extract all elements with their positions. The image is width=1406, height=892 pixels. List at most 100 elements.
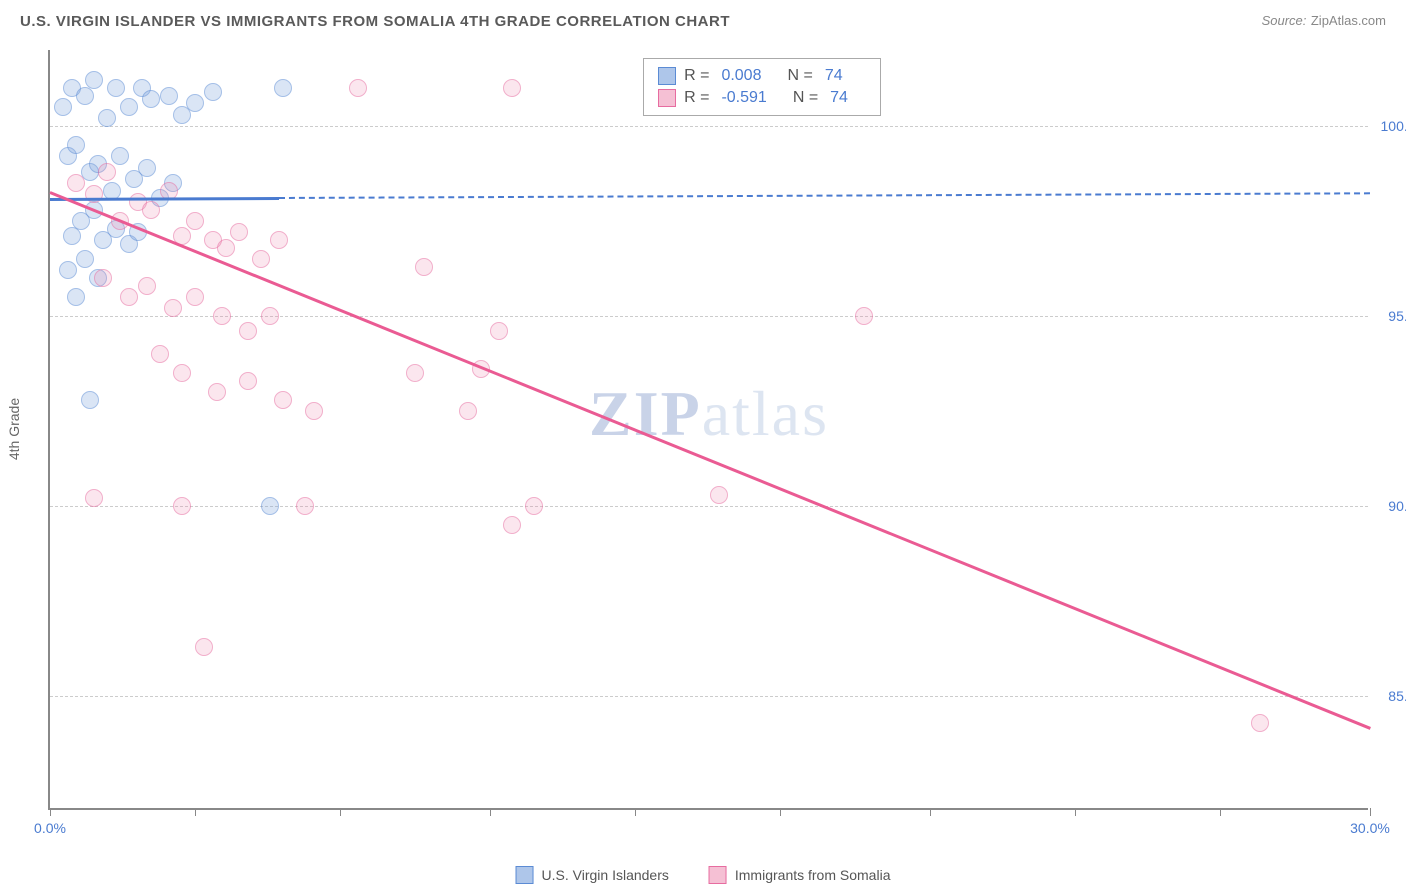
data-point [151, 345, 169, 363]
x-tick [1075, 808, 1076, 816]
x-tick [780, 808, 781, 816]
data-point [142, 90, 160, 108]
data-point [349, 79, 367, 97]
data-point [76, 87, 94, 105]
data-point [296, 497, 314, 515]
data-point [85, 489, 103, 507]
data-point [525, 497, 543, 515]
x-tick [1220, 808, 1221, 816]
data-point [67, 288, 85, 306]
legend-label-1: U.S. Virgin Islanders [542, 867, 669, 883]
y-tick-label: 90.0% [1388, 498, 1406, 514]
data-point [138, 277, 156, 295]
r-label: R = [684, 89, 709, 107]
data-point [142, 201, 160, 219]
data-point [98, 163, 116, 181]
data-point [252, 250, 270, 268]
n-value-2: 74 [830, 89, 848, 107]
data-point [1251, 714, 1269, 732]
data-point [406, 364, 424, 382]
y-axis-label: 4th Grade [6, 398, 22, 460]
source-label: Source: [1262, 13, 1307, 28]
data-point [503, 516, 521, 534]
legend-row-1: R = 0.008 N = 74 [658, 65, 866, 87]
data-point [67, 174, 85, 192]
watermark: ZIPatlas [589, 377, 829, 451]
data-point [213, 307, 231, 325]
n-label: N = [793, 89, 818, 107]
legend-item-1: U.S. Virgin Islanders [516, 866, 669, 884]
x-tick [1370, 808, 1371, 816]
x-tick [490, 808, 491, 816]
y-tick-label: 85.0% [1388, 688, 1406, 704]
data-point [230, 223, 248, 241]
bottom-legend: U.S. Virgin Islanders Immigrants from So… [516, 866, 891, 884]
data-point [274, 79, 292, 97]
data-point [164, 299, 182, 317]
data-point [85, 71, 103, 89]
data-point [120, 98, 138, 116]
data-point [186, 94, 204, 112]
data-point [107, 79, 125, 97]
data-point [98, 109, 116, 127]
data-point [305, 402, 323, 420]
data-point [261, 307, 279, 325]
y-tick-label: 95.0% [1388, 308, 1406, 324]
data-point [204, 83, 222, 101]
data-point [490, 322, 508, 340]
source-name: ZipAtlas.com [1311, 13, 1386, 28]
swatch-pink-icon [658, 89, 676, 107]
data-point [208, 383, 226, 401]
data-point [195, 638, 213, 656]
data-point [173, 497, 191, 515]
swatch-blue-icon [658, 67, 676, 85]
x-tick [340, 808, 341, 816]
gridline [50, 696, 1368, 697]
data-point [186, 212, 204, 230]
data-point [855, 307, 873, 325]
x-tick [195, 808, 196, 816]
legend-label-2: Immigrants from Somalia [735, 867, 891, 883]
y-tick-label: 100.0% [1381, 118, 1406, 134]
chart-plot-area: 4th Grade ZIPatlas R = 0.008 N = 74 R = … [48, 50, 1368, 810]
gridline [50, 126, 1368, 127]
r-value-2: -0.591 [721, 89, 766, 107]
correlation-legend: R = 0.008 N = 74 R = -0.591 N = 74 [643, 58, 881, 116]
data-point [415, 258, 433, 276]
x-tick-label: 30.0% [1350, 820, 1390, 836]
data-point [67, 136, 85, 154]
data-point [76, 250, 94, 268]
data-point [239, 372, 257, 390]
data-point [239, 322, 257, 340]
data-point [111, 147, 129, 165]
legend-item-2: Immigrants from Somalia [709, 866, 891, 884]
data-point [94, 269, 112, 287]
trend-line [49, 191, 1370, 730]
gridline [50, 506, 1368, 507]
x-tick-label: 0.0% [34, 820, 66, 836]
n-label: N = [787, 67, 812, 85]
data-point [217, 239, 235, 257]
data-point [186, 288, 204, 306]
x-tick [635, 808, 636, 816]
data-point [63, 227, 81, 245]
x-tick [930, 808, 931, 816]
data-point [710, 486, 728, 504]
data-point [261, 497, 279, 515]
n-value-1: 74 [825, 67, 843, 85]
swatch-pink-icon [709, 866, 727, 884]
r-value-1: 0.008 [721, 67, 761, 85]
swatch-blue-icon [516, 866, 534, 884]
data-point [138, 159, 156, 177]
x-tick [50, 808, 51, 816]
data-point [120, 288, 138, 306]
chart-title: U.S. VIRGIN ISLANDER VS IMMIGRANTS FROM … [20, 13, 730, 30]
data-point [81, 391, 99, 409]
data-point [270, 231, 288, 249]
source: Source: ZipAtlas.com [1262, 12, 1386, 30]
gridline [50, 316, 1368, 317]
data-point [274, 391, 292, 409]
r-label: R = [684, 67, 709, 85]
trend-line [279, 192, 1370, 199]
data-point [173, 364, 191, 382]
